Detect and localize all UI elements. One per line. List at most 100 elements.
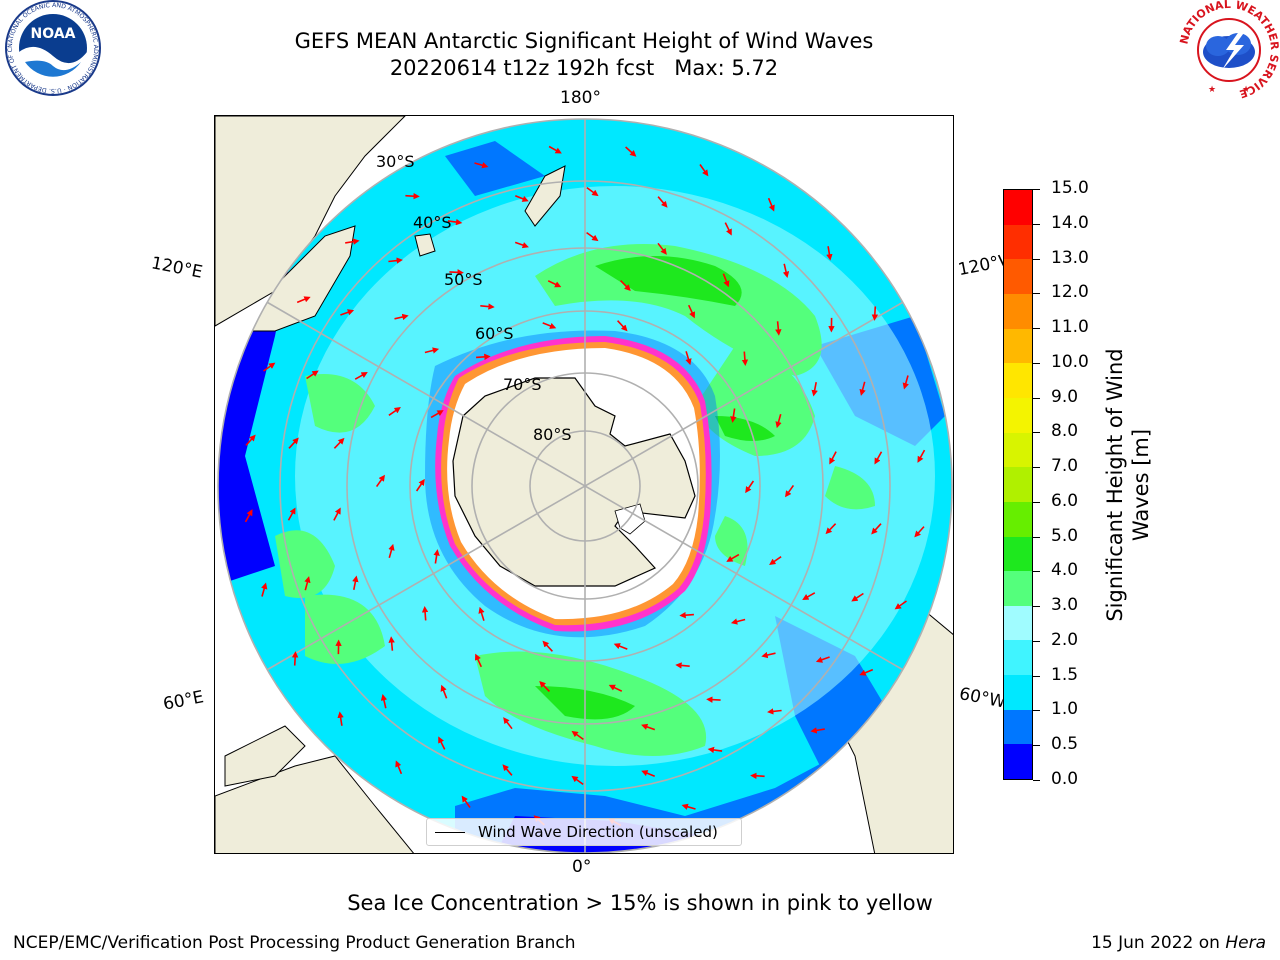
- lat-label-40s: 40°S: [413, 213, 452, 232]
- wave-direction-arrow: [461, 795, 471, 808]
- colorbar-tick-label: 1.5: [1051, 664, 1079, 685]
- legend-label: Wind Wave Direction (unscaled): [478, 823, 718, 841]
- wave-direction-arrow: [548, 145, 562, 154]
- colorbar-tick-label: 0.0: [1051, 769, 1079, 789]
- colorbar-segment: [1004, 744, 1032, 779]
- colorbar-segment: [1004, 363, 1032, 398]
- colorbar: [1003, 189, 1033, 780]
- wave-direction-arrow: [438, 736, 446, 750]
- wave-direction-arrow: [394, 313, 409, 321]
- wave-direction-arrow: [871, 306, 879, 321]
- colorbar-segment: [1004, 467, 1032, 502]
- colorbar-segment: [1004, 501, 1032, 537]
- colorbar-tick: [1033, 606, 1040, 608]
- wave-direction-arrow: [767, 708, 782, 715]
- wave-direction-arrow: [304, 576, 311, 591]
- colorbar-tick-label: 0.5: [1051, 734, 1079, 755]
- wave-direction-arrow: [859, 381, 866, 396]
- colorbar-tick: [1033, 467, 1040, 469]
- wave-direction-arrow: [874, 451, 883, 465]
- colorbar-tick-label: 7.0: [1051, 456, 1079, 477]
- nws-logo: NATIONAL WEATHER SERVICE ★ ★: [1177, 0, 1280, 101]
- wave-direction-arrow: [782, 263, 790, 278]
- wave-direction-arrow: [675, 662, 690, 669]
- wave-direction-arrow: [539, 680, 550, 692]
- wave-direction-arrow: [388, 257, 403, 264]
- svg-text:★: ★: [1208, 85, 1216, 95]
- wave-direction-arrow: [761, 651, 776, 659]
- chart-title-line2: 20220614 t12z 192h fcst Max: 5.72: [389, 56, 779, 80]
- wave-direction-arrow: [815, 656, 830, 663]
- wave-direction-arrow: [547, 280, 562, 288]
- colorbar-tick: [1033, 328, 1040, 330]
- wave-direction-arrow: [750, 772, 765, 780]
- wave-direction-arrow: [829, 451, 837, 465]
- wave-direction-arrow: [375, 474, 385, 488]
- colorbar-tick-label: 14.0: [1051, 212, 1089, 233]
- lon-label-180: 180°: [560, 88, 601, 108]
- colorbar-tick-label: 5.0: [1051, 525, 1079, 546]
- wave-direction-arrow: [745, 480, 755, 494]
- colorbar-tick: [1033, 745, 1040, 747]
- colorbar-tick: [1033, 223, 1040, 225]
- wave-direction-arrow: [826, 246, 833, 261]
- wave-direction-arrow: [730, 618, 746, 625]
- wave-direction-arrow: [244, 509, 253, 523]
- wave-direction-arrow: [395, 760, 403, 775]
- wave-direction-arrow: [767, 197, 775, 212]
- wave-direction-arrow: [722, 273, 730, 288]
- wave-direction-arrow: [685, 351, 692, 366]
- colorbar-segment: [1004, 536, 1032, 572]
- wave-direction-arrow: [245, 434, 256, 446]
- wave-direction-arrow: [785, 484, 795, 498]
- svg-text:★: ★: [1242, 85, 1250, 95]
- colorbar-tick: [1033, 780, 1040, 781]
- wave-direction-arrow: [514, 241, 529, 249]
- wave-direction-arrow: [775, 413, 782, 429]
- wave-direction-arrow: [306, 370, 319, 380]
- noaa-logo: NATIONAL OCEANIC AND ATMOSPHERIC ADMINIS…: [2, 0, 101, 96]
- colorbar-segment: [1004, 709, 1032, 745]
- colorbar-title: Significant Height of Wind Waves [m]: [1103, 348, 1153, 622]
- wave-direction-arrow: [608, 684, 623, 692]
- wave-direction-arrow: [613, 643, 628, 650]
- lon-label-0: 0°: [572, 857, 592, 877]
- wave-direction-arrow: [415, 478, 425, 492]
- colorbar-tick-label: 9.0: [1051, 386, 1079, 407]
- colorbar-tick: [1033, 258, 1040, 260]
- wave-direction-arrow: [440, 684, 448, 699]
- wave-direction-arrow: [586, 231, 599, 242]
- sea-ice-caption: Sea Ice Concentration > 15% is shown in …: [347, 891, 933, 915]
- wave-direction-arrow: [430, 410, 444, 419]
- wave-direction-arrow: [859, 668, 874, 676]
- colorbar-tick-label: 10.0: [1051, 351, 1089, 372]
- graticule: [218, 119, 952, 853]
- colorbar-tick-label: 11.0: [1051, 317, 1089, 338]
- svg-text:NOAA: NOAA: [31, 26, 76, 42]
- colorbar-tick-label: 2.0: [1051, 629, 1079, 650]
- wave-direction-arrow: [542, 322, 557, 329]
- wave-direction-arrow: [514, 195, 529, 202]
- wave-direction-arrow: [917, 449, 926, 463]
- lat-label-30s: 30°S: [376, 152, 415, 171]
- wave-direction-arrow: [811, 382, 818, 397]
- wind-wave-arrows: [244, 145, 926, 827]
- wave-direction-arrow: [586, 186, 599, 197]
- wave-direction-arrow: [657, 196, 668, 208]
- map-legend: Wind Wave Direction (unscaled): [426, 818, 742, 846]
- colorbar-segment: [1004, 224, 1032, 260]
- colorbar-segment: [1004, 190, 1032, 225]
- colorbar-tick: [1033, 536, 1040, 538]
- footer-credit: NCEP/EMC/Verification Post Processing Pr…: [13, 933, 576, 953]
- wave-direction-arrow: [706, 696, 721, 703]
- wave-direction-arrow: [724, 222, 732, 236]
- wave-direction-arrow: [261, 582, 268, 597]
- wave-direction-arrow: [902, 375, 909, 390]
- wave-direction-arrow: [657, 242, 667, 255]
- wave-direction-arrow: [288, 437, 299, 449]
- wave-direction-arrow: [421, 605, 429, 621]
- wave-direction-arrow: [388, 636, 395, 651]
- wave-direction-arrow: [263, 362, 276, 372]
- wave-direction-arrow: [571, 730, 584, 741]
- lat-label-70s: 70°S: [503, 375, 542, 394]
